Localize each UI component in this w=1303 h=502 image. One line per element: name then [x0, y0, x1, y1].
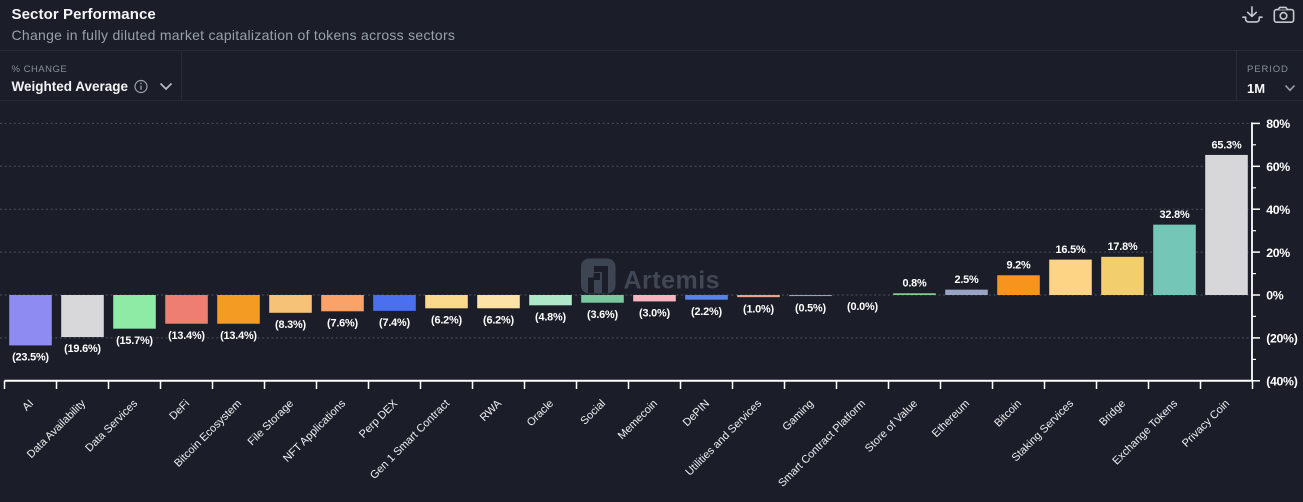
svg-text:80%: 80%	[1266, 117, 1290, 131]
svg-text:Oracle: Oracle	[525, 398, 556, 429]
svg-text:(6.2%): (6.2%)	[431, 315, 462, 327]
svg-text:(23.5%): (23.5%)	[12, 352, 49, 364]
svg-text:DePIN: DePIN	[681, 398, 712, 429]
svg-text:Artemis: Artemis	[624, 267, 721, 295]
svg-text:(0.0%): (0.0%)	[847, 301, 878, 313]
svg-text:Smart Contract Platform: Smart Contract Platform	[776, 398, 868, 490]
svg-text:Bridge: Bridge	[1097, 398, 1128, 429]
svg-text:65.3%: 65.3%	[1212, 139, 1242, 151]
svg-text:(0.5%): (0.5%)	[795, 302, 826, 314]
svg-text:(2.2%): (2.2%)	[691, 306, 722, 318]
svg-text:60%: 60%	[1266, 160, 1290, 174]
svg-text:(8.3%): (8.3%)	[275, 319, 306, 331]
svg-text:17.8%: 17.8%	[1108, 241, 1138, 253]
svg-text:Privacy Coin: Privacy Coin	[1180, 398, 1232, 450]
svg-text:DeFi: DeFi	[167, 398, 192, 423]
svg-text:20%: 20%	[1266, 246, 1290, 260]
svg-text:(7.4%): (7.4%)	[379, 317, 410, 329]
svg-text:0.8%: 0.8%	[902, 278, 927, 290]
svg-text:16.5%: 16.5%	[1056, 244, 1086, 256]
svg-text:0%: 0%	[1266, 289, 1284, 303]
svg-text:40%: 40%	[1266, 203, 1290, 217]
svg-text:(3.6%): (3.6%)	[587, 309, 618, 321]
svg-text:RWA: RWA	[478, 397, 505, 424]
svg-text:2.5%: 2.5%	[954, 274, 979, 286]
svg-text:32.8%: 32.8%	[1160, 209, 1190, 221]
svg-text:Memecoin: Memecoin	[616, 398, 660, 442]
svg-text:Store of Value: Store of Value	[863, 398, 920, 455]
svg-text:(1.0%): (1.0%)	[743, 303, 774, 315]
svg-text:(19.6%): (19.6%)	[64, 343, 101, 355]
svg-text:(3.0%): (3.0%)	[639, 308, 670, 320]
svg-text:(7.6%): (7.6%)	[327, 318, 358, 330]
svg-text:(20%): (20%)	[1266, 332, 1298, 346]
svg-text:(13.4%): (13.4%)	[168, 330, 205, 342]
svg-text:(40%): (40%)	[1266, 375, 1298, 389]
svg-text:(6.2%): (6.2%)	[483, 315, 514, 327]
svg-text:File Storage: File Storage	[246, 398, 296, 448]
svg-text:Bitcoin: Bitcoin	[992, 398, 1024, 430]
svg-text:Ethereum: Ethereum	[930, 398, 972, 440]
svg-text:9.2%: 9.2%	[1006, 260, 1031, 272]
svg-text:Social: Social	[578, 398, 608, 428]
svg-text:Data Services: Data Services	[83, 397, 140, 454]
svg-text:AI: AI	[20, 398, 36, 414]
svg-text:(13.4%): (13.4%)	[220, 330, 257, 342]
svg-text:Gaming: Gaming	[780, 398, 816, 434]
svg-text:(4.8%): (4.8%)	[535, 312, 566, 324]
svg-text:Perp DEX: Perp DEX	[357, 397, 401, 441]
svg-text:(15.7%): (15.7%)	[116, 335, 153, 347]
